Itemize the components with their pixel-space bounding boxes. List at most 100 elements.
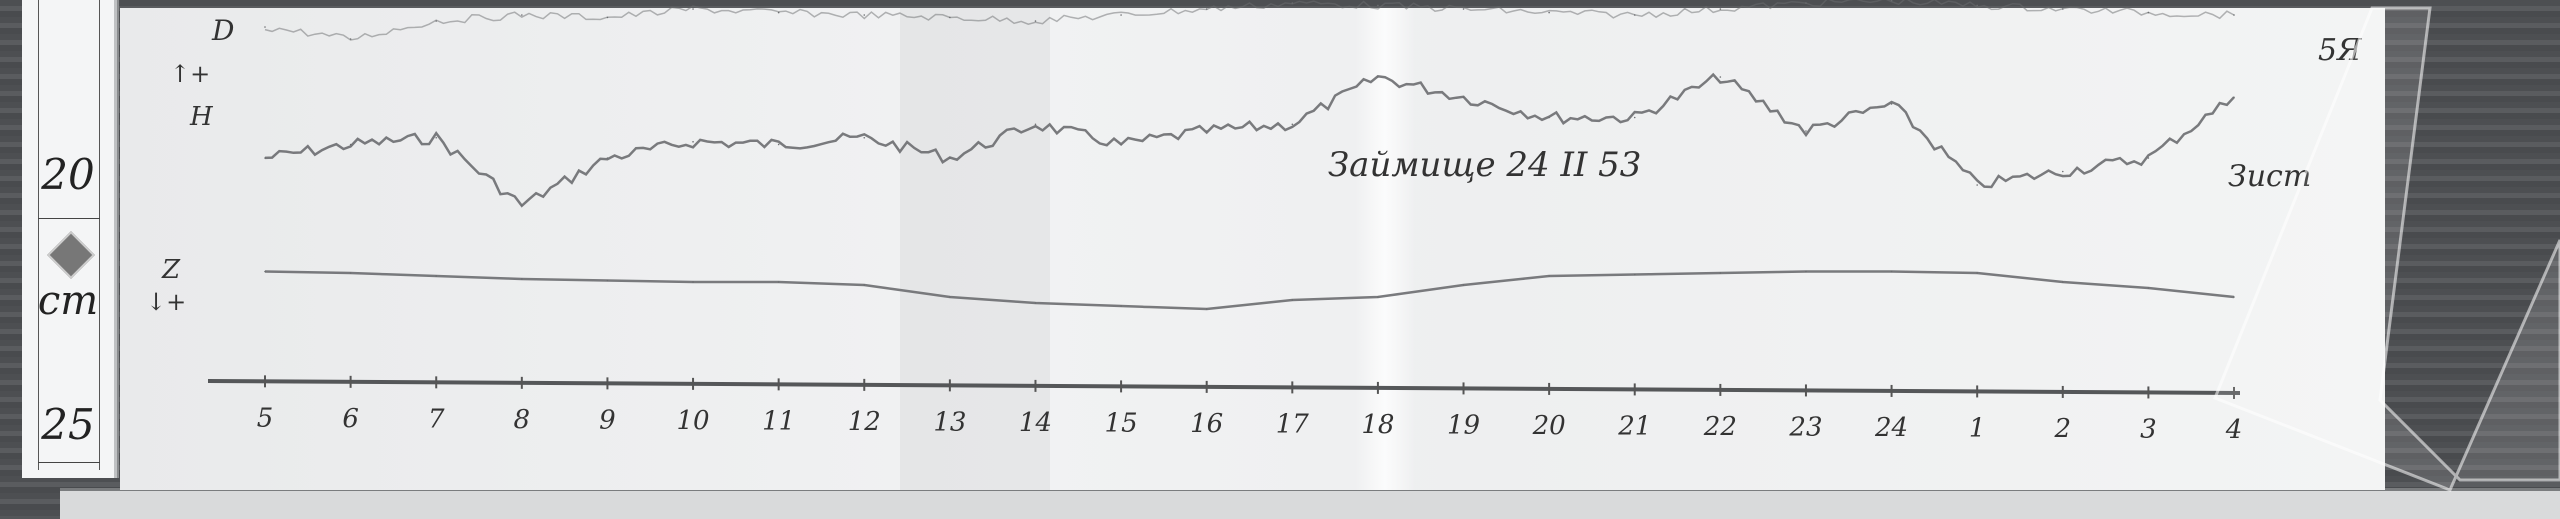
hour-tick-label: 19 [1447, 410, 1480, 440]
trace-h-point [1377, 76, 1379, 78]
trace-d-point [1462, 8, 1465, 10]
ruler-bottom-label: 25 [41, 400, 95, 449]
trace-z-point [1205, 308, 1208, 310]
trace-h-point [1291, 123, 1294, 126]
trace-d-point [949, 16, 951, 19]
trace-d-point [1291, 2, 1294, 4]
trace-d-point [863, 14, 866, 16]
hour-tick-label: 17 [1276, 409, 1310, 439]
trace-h-point [1462, 96, 1465, 99]
trace-h-point [2233, 96, 2235, 99]
trace-h-point [777, 143, 780, 146]
trace-z-point [2233, 296, 2235, 298]
trace-z-point [1890, 270, 1893, 273]
trace-h-point [692, 141, 694, 143]
z-arrow-label: ↓+ [146, 288, 186, 316]
ruler-divider [38, 462, 100, 463]
trace-d-point [777, 11, 780, 14]
trace-z-point [606, 279, 609, 282]
trace-z-point [1976, 272, 1978, 274]
trace-h-point [1205, 130, 1208, 132]
trace-z-point [1291, 299, 1294, 301]
trace-z-point [1034, 302, 1037, 304]
hour-tick-label: 8 [514, 405, 531, 435]
ruler-unit-label: cm [37, 278, 99, 324]
hour-tick-label: 11 [762, 406, 795, 436]
trace-d-point [521, 14, 523, 16]
trace-z-point [521, 278, 523, 280]
plastic-sheet [2213, 6, 2560, 492]
ruler-divider [38, 218, 100, 219]
hour-tick-label: 18 [1361, 410, 1394, 440]
trace-h-point [1805, 130, 1807, 132]
trace-z-point [1120, 305, 1122, 307]
hour-tick-label: 1 [1969, 413, 1986, 443]
trace-h-point [1120, 143, 1122, 146]
h-trace-label: H [189, 102, 214, 132]
hour-tick-label: 2 [2054, 414, 2072, 444]
trace-d-point [1719, 8, 1722, 10]
trace-d-point [1377, 4, 1379, 7]
trace-z-point [2061, 281, 2064, 283]
paper-fold [900, 8, 1050, 490]
trace-z-point [435, 275, 438, 277]
ruler-strip: 20 cm 25 [22, 0, 117, 478]
trace-h [264, 72, 2235, 208]
trace-h-point [521, 204, 523, 207]
trace-z-point [777, 281, 780, 283]
trace-h-point [1034, 123, 1037, 126]
trace-h-point [863, 136, 866, 139]
h-arrow-label: ↑+ [170, 60, 210, 88]
trace-h-point [1976, 184, 1978, 186]
trace-h-point [264, 157, 266, 159]
trace-h-point [1890, 103, 1893, 105]
trace-z-point [692, 281, 694, 283]
trace-d-point [264, 26, 266, 28]
trace-z-point [1377, 296, 1379, 298]
trace-z-point [1633, 273, 1636, 276]
trace-d-point [1120, 14, 1122, 16]
hour-tick-label: 6 [342, 404, 359, 434]
hour-tick-label: 5 [257, 403, 274, 433]
hour-tick-label: 14 [1019, 408, 1052, 438]
right-note: Зист [2228, 159, 2311, 194]
trace-h-point [606, 157, 609, 159]
ruler-frame [38, 0, 100, 470]
hour-tick-label: 7 [428, 404, 445, 434]
trace-z-point [349, 272, 352, 274]
trace-z-point [264, 270, 266, 273]
hour-tick-label: 16 [1190, 409, 1223, 439]
trace-z-point [949, 296, 951, 298]
hour-tick-label: 21 [1617, 411, 1651, 441]
trace-h-point [949, 157, 951, 159]
trace-h-point [2061, 170, 2064, 173]
trace-d-point [1976, 4, 1978, 7]
trace-z [264, 270, 2235, 311]
hour-tick-label: 24 [1874, 413, 1908, 443]
trace-z-point [1719, 272, 1722, 274]
hour-tick-label: 3 [2140, 414, 2157, 444]
trace-h-point [435, 136, 438, 139]
magnetogram-paper [120, 8, 2385, 490]
hour-tick-label: 10 [676, 406, 709, 436]
hour-tick-label: 4 [2225, 415, 2243, 445]
trace-d-point [2061, 8, 2064, 10]
hour-tick-label: 15 [1105, 408, 1138, 438]
trace-d-point [1034, 20, 1037, 22]
trace-d-point [2233, 14, 2235, 16]
hour-tick-label: 20 [1532, 411, 1566, 441]
trace-z-point [863, 284, 866, 286]
trace-h-point [349, 143, 352, 146]
hour-tick-label: 12 [848, 407, 881, 437]
hour-tick-label: 13 [933, 407, 966, 437]
z-trace-label: Z [161, 255, 181, 285]
ruler-top-label: 20 [41, 150, 95, 199]
trace-z-point [2147, 287, 2150, 289]
paper-glare [1355, 8, 1415, 490]
trace-z-point [1548, 275, 1550, 277]
trace-z-point [1805, 270, 1807, 273]
station-date-note: Займище 24 II 53 [1328, 145, 1641, 185]
trace-d-point [349, 38, 352, 40]
hour-tick-label: 23 [1788, 412, 1822, 442]
